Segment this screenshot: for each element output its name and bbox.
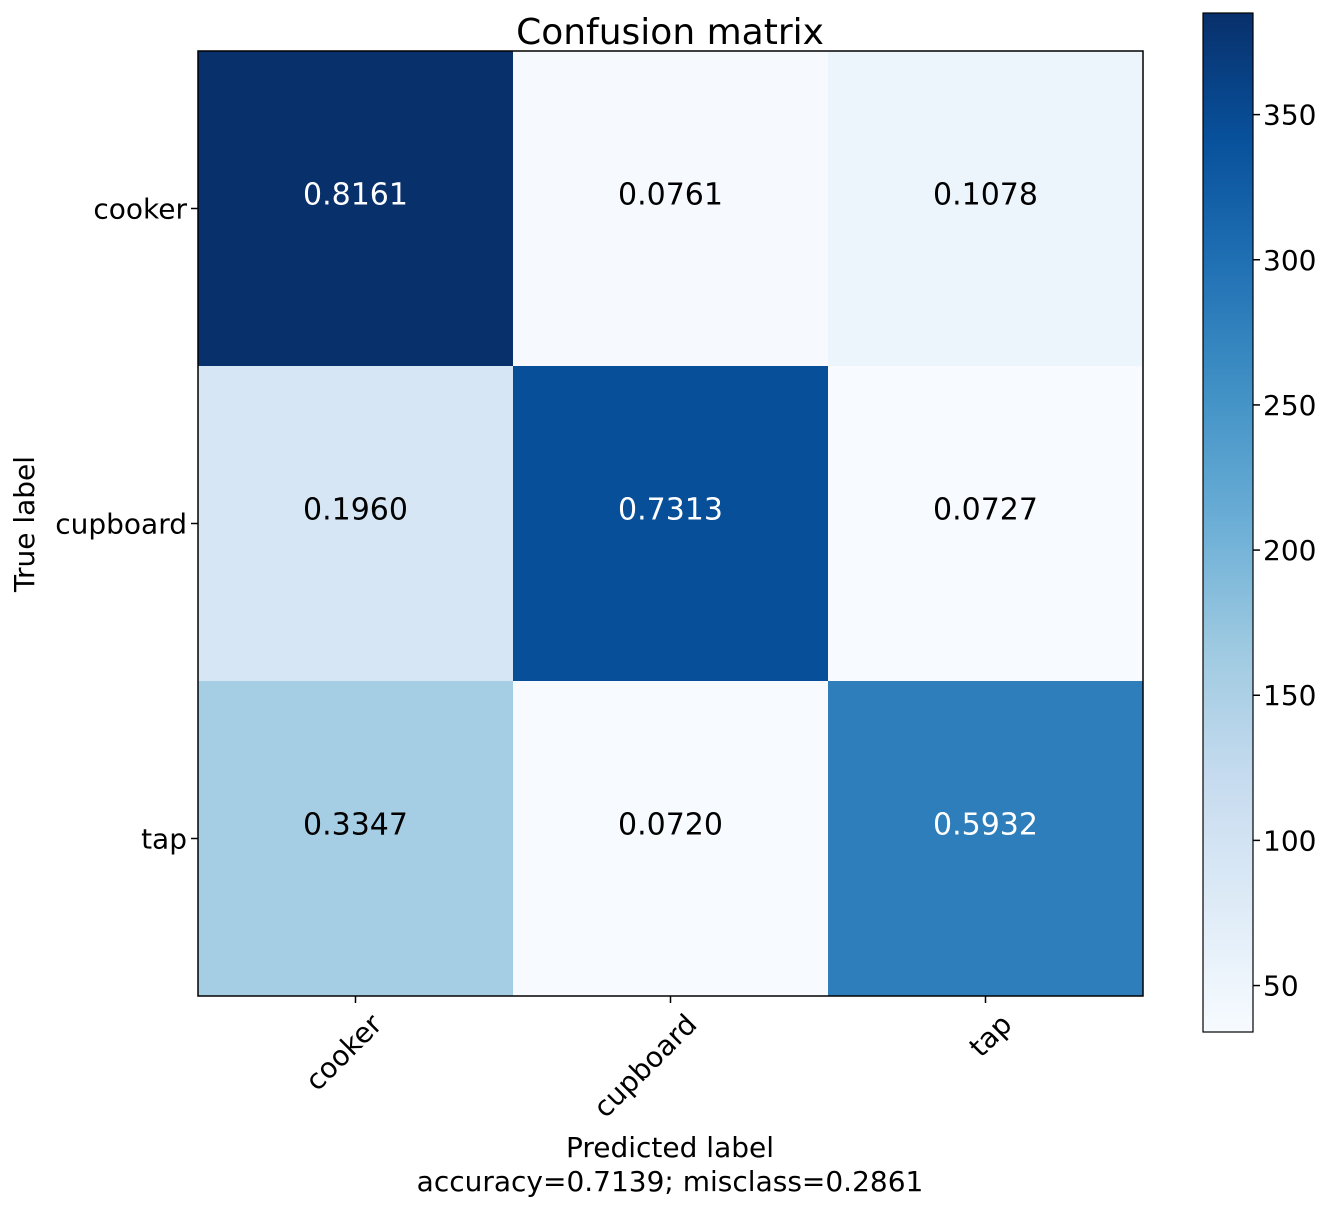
y-tick-label: tap (141, 823, 187, 856)
y-axis-ticks: cooker cupboard tap (55, 193, 198, 856)
colorbar-ticks: 50 100 150 200 250 300 350 (1253, 99, 1316, 1003)
x-tick-label: tap (963, 1008, 1019, 1064)
matrix-cell (198, 366, 514, 682)
matrix-cell-value: 0.0761 (618, 178, 723, 213)
colorbar-tick-label: 250 (1263, 389, 1316, 422)
matrix-cell (828, 681, 1144, 997)
matrix-cell (828, 366, 1144, 682)
chart-title: Confusion matrix (516, 12, 824, 53)
matrix-cells (198, 51, 1144, 997)
y-axis-label: True label (8, 456, 41, 593)
colorbar-tick-label: 50 (1263, 970, 1299, 1003)
x-axis-ticks: cooker cupboard tap (299, 996, 1019, 1125)
x-tick-label: cupboard (587, 1008, 704, 1125)
y-tick-label: cupboard (55, 508, 187, 541)
matrix-cell (513, 681, 829, 997)
colorbar-tick-label: 200 (1263, 534, 1316, 567)
matrix-cell-value: 0.0720 (618, 808, 723, 843)
matrix-cell (513, 366, 829, 682)
x-tick-label: cooker (299, 1007, 389, 1097)
colorbar (1202, 12, 1254, 1033)
matrix-cell-value: 0.1078 (933, 178, 1038, 213)
matrix-cell (198, 681, 514, 997)
matrix-cell (513, 51, 829, 367)
y-tick-label: cooker (93, 193, 187, 226)
matrix-cell-value: 0.8161 (303, 178, 408, 213)
x-axis-sublabel: accuracy=0.7139; misclass=0.2861 (417, 1165, 924, 1198)
colorbar-tick-label: 350 (1263, 99, 1316, 132)
matrix-cell-value: 0.3347 (303, 808, 408, 843)
colorbar-tick-label: 150 (1263, 679, 1316, 712)
matrix-cell-value: 0.7313 (618, 493, 723, 528)
colorbar-tick-label: 300 (1263, 244, 1316, 277)
matrix-cell (198, 51, 514, 367)
x-axis-label: Predicted label (566, 1131, 774, 1164)
matrix-cell-value: 0.0727 (933, 493, 1038, 528)
matrix-cell (828, 51, 1144, 367)
matrix-cell-value: 0.5932 (933, 808, 1038, 843)
colorbar-tick-label: 100 (1263, 824, 1316, 857)
matrix-cell-value: 0.1960 (303, 493, 408, 528)
matrix-cell-labels: 0.8161 0.0761 0.1078 0.1960 0.7313 0.0727 0.33… (303, 178, 1038, 843)
